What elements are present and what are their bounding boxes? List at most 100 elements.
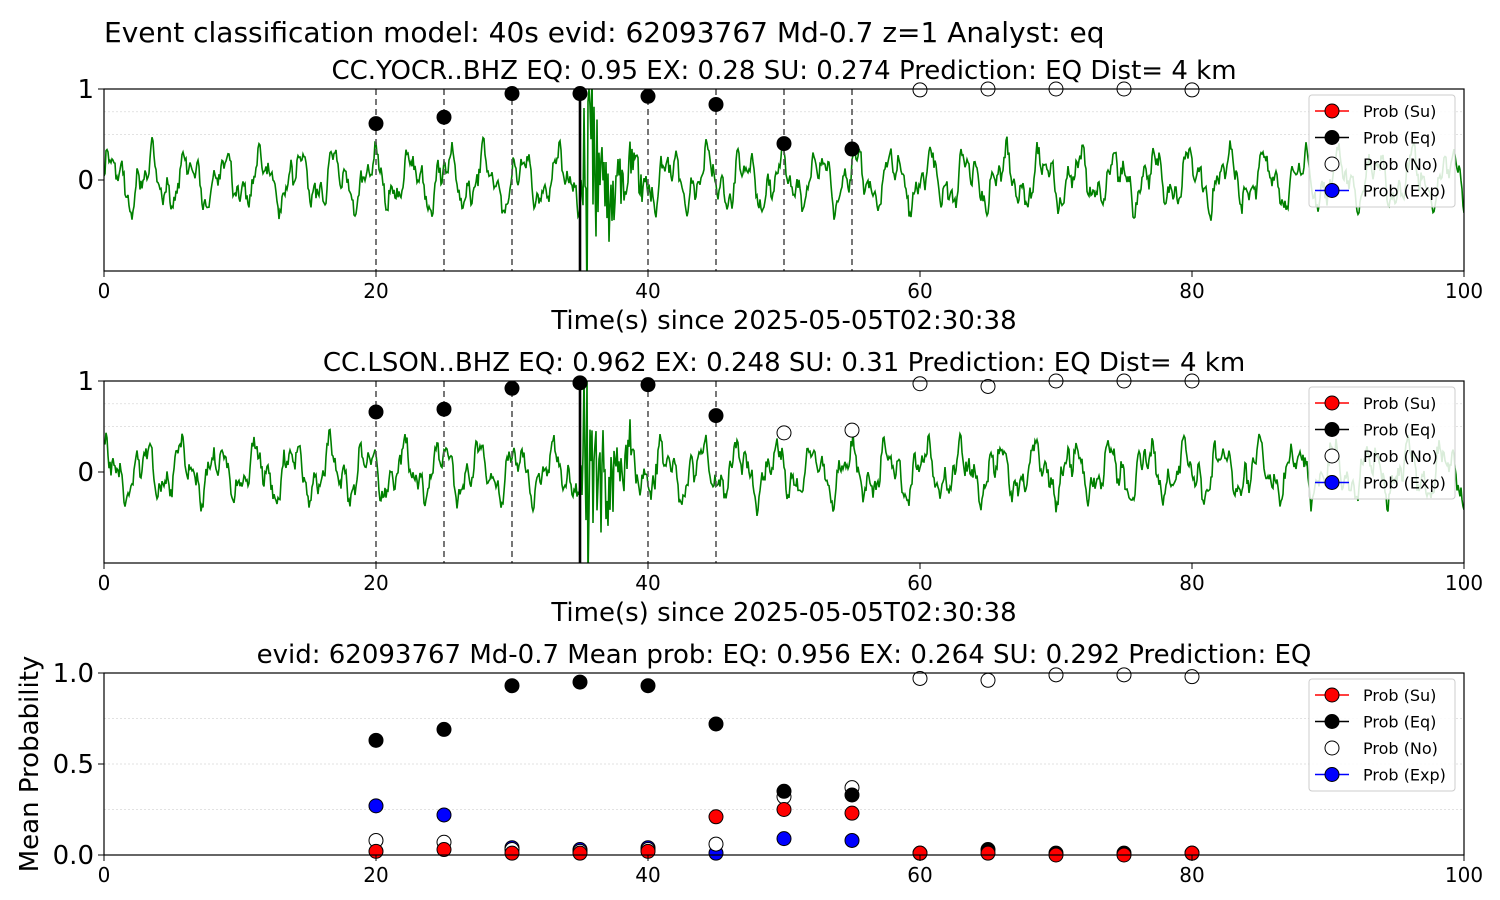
x-axis-label: Time(s) since 2025-05-05T02:30:38 bbox=[550, 306, 1016, 336]
legend-label: Prob (Exp) bbox=[1363, 474, 1446, 493]
legend-label: Prob (Su) bbox=[1363, 102, 1436, 121]
point-prob-su bbox=[708, 809, 724, 825]
x-tick-label: 0 bbox=[98, 863, 111, 887]
legend: Prob (Su) Prob (Eq) Prob (No) Prob (Exp) bbox=[1308, 94, 1456, 208]
point-prob-eq bbox=[572, 674, 588, 690]
point-prob-eq bbox=[776, 783, 792, 799]
legend-box bbox=[1308, 678, 1456, 792]
x-tick-label: 80 bbox=[1179, 571, 1204, 595]
legend-marker bbox=[1324, 475, 1340, 490]
legend-label: Prob (No) bbox=[1363, 155, 1438, 174]
point-prob-eq bbox=[504, 380, 520, 396]
waveform-trace bbox=[104, 381, 1464, 563]
point-prob-no bbox=[980, 378, 996, 394]
legend-marker bbox=[1324, 103, 1340, 119]
point-prob-su bbox=[776, 802, 792, 817]
point-prob-exp bbox=[776, 831, 792, 847]
y-tick-label: 1 bbox=[77, 367, 94, 397]
point-prob-eq bbox=[572, 86, 588, 102]
legend-marker bbox=[1324, 156, 1340, 172]
chart-panel-3: 0 20 40 60 80 100 0.0 0.5 1.0 evid: 62093767 Md-0… bbox=[15, 640, 1483, 887]
legend-label: Prob (Su) bbox=[1363, 686, 1436, 705]
x-tick-label: 20 bbox=[363, 279, 388, 303]
point-prob-no bbox=[1048, 667, 1064, 683]
legend-box bbox=[1308, 94, 1456, 208]
legend-label: Prob (Eq) bbox=[1363, 129, 1436, 148]
chart-title: CC.YOCR..BHZ EQ: 0.95 EX: 0.28 SU: 0.274… bbox=[331, 56, 1236, 86]
y-tick-label: 0 bbox=[77, 166, 94, 196]
point-prob-no bbox=[1116, 667, 1132, 683]
point-prob-su bbox=[980, 845, 996, 861]
point-prob-eq bbox=[708, 716, 724, 732]
legend-marker bbox=[1324, 422, 1340, 437]
x-tick-label: 60 bbox=[907, 863, 932, 887]
legend-marker bbox=[1324, 687, 1340, 703]
point-prob-su bbox=[844, 805, 860, 821]
x-tick-label: 80 bbox=[1179, 863, 1204, 887]
point-prob-no bbox=[1184, 82, 1200, 98]
chart-panel-2: 0 20 40 60 80 100 0 1 CC.LSON..BHZ EQ: 0.962 EX:… bbox=[77, 348, 1483, 628]
legend-label: Prob (Exp) bbox=[1363, 766, 1446, 785]
point-prob-no bbox=[776, 425, 792, 441]
point-prob-eq bbox=[368, 732, 384, 748]
point-prob-exp bbox=[844, 832, 860, 848]
x-tick-label: 60 bbox=[907, 571, 932, 595]
point-prob-no bbox=[980, 672, 996, 688]
x-tick-label: 40 bbox=[635, 571, 660, 595]
point-prob-eq bbox=[844, 141, 860, 157]
chart-panel-1: 0 20 40 60 80 100 0 1 CC.YOCR..BHZ EQ: 0.95 EX: … bbox=[77, 56, 1483, 336]
y-tick-label: 0 bbox=[77, 458, 94, 488]
legend-marker bbox=[1324, 740, 1340, 756]
point-prob-eq bbox=[504, 678, 520, 694]
legend-marker bbox=[1324, 395, 1340, 411]
legend: Prob (Su) Prob (Eq) Prob (No) Prob (Exp) bbox=[1308, 386, 1456, 500]
point-prob-exp bbox=[368, 798, 384, 814]
legend-label: Prob (Exp) bbox=[1363, 182, 1446, 201]
legend-marker bbox=[1324, 183, 1340, 198]
legend-marker bbox=[1324, 130, 1340, 145]
x-tick-label: 0 bbox=[98, 571, 111, 595]
x-axis-label: Time(s) since 2025-05-05T02:30:38 bbox=[550, 598, 1016, 628]
point-prob-eq bbox=[368, 404, 384, 420]
x-tick-label: 80 bbox=[1179, 279, 1204, 303]
point-prob-eq bbox=[436, 721, 452, 737]
legend-box bbox=[1308, 386, 1456, 500]
point-prob-no bbox=[912, 82, 928, 98]
point-prob-eq bbox=[572, 375, 588, 391]
legend-label: Prob (Su) bbox=[1363, 394, 1436, 413]
point-prob-su bbox=[436, 842, 452, 858]
point-prob-no bbox=[708, 836, 724, 852]
x-tick-label: 40 bbox=[635, 863, 660, 887]
x-tick-label: 40 bbox=[635, 279, 660, 303]
y-tick-label: 1 bbox=[77, 75, 94, 105]
x-tick-label: 100 bbox=[1445, 279, 1483, 303]
x-tick-label: 100 bbox=[1445, 571, 1483, 595]
point-prob-no bbox=[1184, 669, 1200, 685]
x-tick-label: 20 bbox=[363, 863, 388, 887]
x-tick-label: 20 bbox=[363, 571, 388, 595]
chart-title: evid: 62093767 Md-0.7 Mean prob: EQ: 0.9… bbox=[257, 640, 1312, 670]
legend-label: Prob (Eq) bbox=[1363, 713, 1436, 732]
point-prob-eq bbox=[368, 116, 384, 132]
point-prob-no bbox=[844, 422, 860, 438]
point-prob-exp bbox=[436, 807, 452, 823]
legend-marker bbox=[1324, 714, 1340, 729]
legend-label: Prob (Eq) bbox=[1363, 421, 1436, 440]
legend-marker bbox=[1324, 767, 1340, 782]
point-prob-no bbox=[912, 670, 928, 686]
point-prob-su bbox=[572, 845, 588, 861]
point-prob-eq bbox=[640, 88, 656, 104]
x-tick-label: 60 bbox=[907, 279, 932, 303]
x-tick-label: 100 bbox=[1445, 863, 1483, 887]
point-prob-eq bbox=[708, 408, 724, 424]
legend: Prob (Su) Prob (Eq) Prob (No) Prob (Exp) bbox=[1308, 678, 1456, 792]
legend-label: Prob (No) bbox=[1363, 447, 1438, 466]
y-tick-label: 0.0 bbox=[53, 841, 94, 871]
point-prob-no bbox=[912, 376, 928, 392]
figure-suptitle: Event classification model: 40s evid: 62… bbox=[104, 16, 1105, 49]
point-prob-su bbox=[504, 845, 520, 861]
x-tick-label: 0 bbox=[98, 279, 111, 303]
point-prob-eq bbox=[436, 109, 452, 125]
